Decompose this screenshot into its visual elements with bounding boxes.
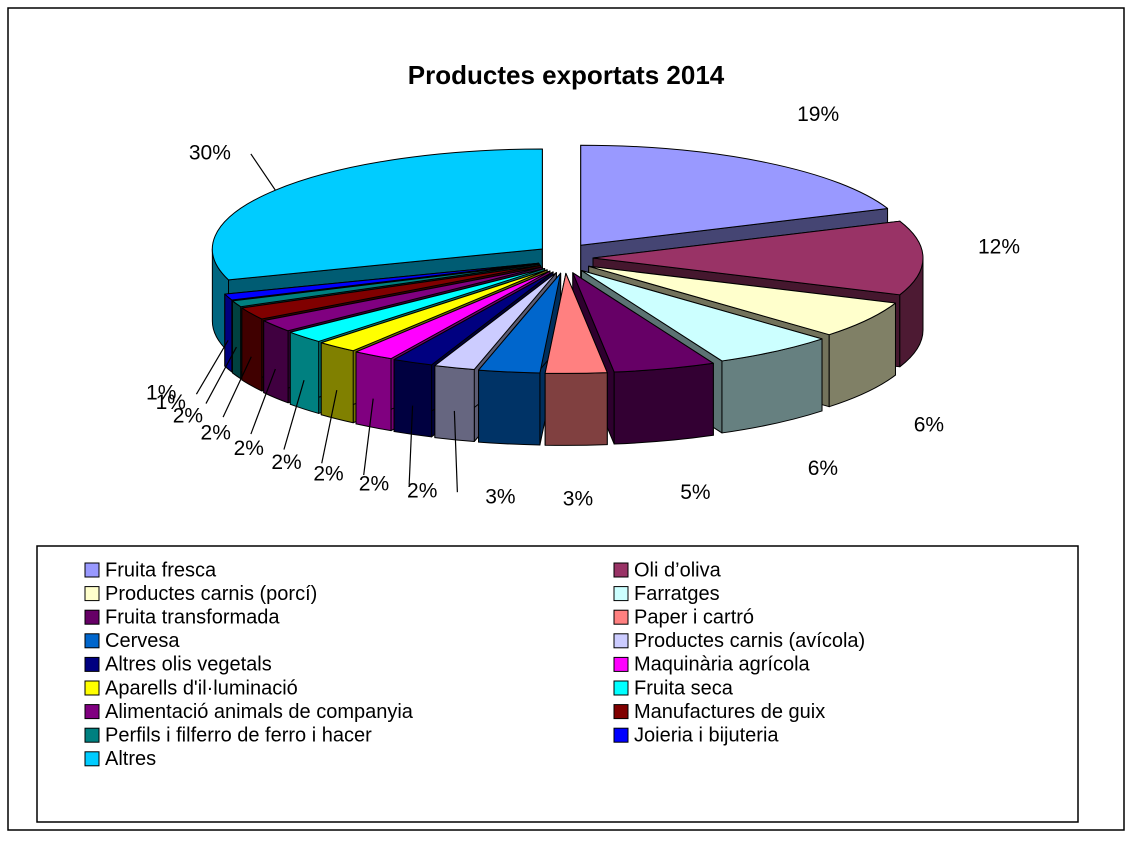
slice-top [320,269,548,352]
legend-label: Alimentació animals de companyia [105,701,414,723]
chart-title: Productes exportats 2014 [408,60,725,90]
data-label: 6% [914,413,944,436]
leader-line [321,389,338,464]
legend-swatch [84,562,100,578]
slice-side [478,369,541,446]
legend-label: Farratges [634,583,720,605]
leader-line [453,410,458,493]
legend-swatch [84,656,100,672]
slice-side [393,359,433,438]
legend-label: Maquinària agrícola [634,654,811,676]
data-label: 2% [201,422,231,445]
slice-top [263,266,543,332]
slice-side [231,300,242,380]
slice-top [393,271,554,366]
legend-swatch [84,586,100,602]
legend-swatch [84,704,100,720]
data-label: 19% [797,103,839,126]
legend-label: Fruita seca [634,677,734,699]
leader-line [250,153,276,191]
slice-top [580,269,823,362]
legend-label: Aparells d'il·luminació [105,677,298,699]
legend-label: Fruita fresca [105,559,217,581]
legend-swatch [84,680,100,696]
slice-top [580,144,889,246]
legend-swatch [613,586,629,602]
data-label: 3% [485,486,515,509]
data-label: 1% [146,382,176,405]
slice-side [224,293,233,373]
data-label: 2% [271,451,301,474]
leader-line [205,346,237,404]
legend-label: Altres olis vegetals [105,654,272,676]
leader-line [283,380,305,450]
legend-swatch [84,751,100,767]
legend-label: Productes carnis (porcí) [105,583,317,605]
slice-side [613,362,714,445]
slice-side [355,351,392,432]
legend-swatch [613,704,629,720]
data-label: 3% [563,487,593,510]
slice [544,272,608,446]
leader-line [363,398,374,476]
legend-label: Fruita transformada [105,606,280,628]
slice-top [572,272,714,373]
legend-label: Productes carnis (avícola) [634,630,865,652]
slice-top [588,265,896,336]
data-label: 6% [808,457,838,480]
data-label: 30% [189,142,231,165]
legend-label: Joieria i bijuteria [634,724,779,746]
legend-box [36,545,1079,823]
data-label: 2% [234,437,264,460]
leader-line [195,339,229,395]
legend-swatch [84,727,100,743]
slice-side [320,342,354,424]
legend-label: Paper i cartró [634,606,754,628]
leader-line [250,368,276,435]
legend-label: Manufactures de guix [634,701,825,723]
legend-label: Cervesa [105,630,180,652]
data-label: 1% [156,391,186,414]
leader-line [408,405,414,485]
legend-label: Perfils i filferro de ferro i hacer [105,724,372,746]
legend-swatch [613,656,629,672]
slice [478,272,562,446]
legend-label: Oli d’oliva [634,559,722,581]
legend-swatch [84,609,100,625]
legend-swatch [613,727,629,743]
data-label: 12% [978,236,1020,259]
slice-top [592,220,924,296]
slice-top [241,264,541,320]
legend-label: Altres [105,748,156,770]
legend-swatch [613,562,629,578]
data-label: 2% [407,480,437,503]
slice-side [241,307,263,392]
data-label: 2% [313,463,343,486]
legend-swatch [84,633,100,649]
slice-top [544,272,608,374]
data-label: 5% [680,481,710,504]
legend-swatch [613,680,629,696]
slice-top [355,270,551,360]
legend-swatch [613,609,629,625]
slice-top [478,272,562,374]
legend-swatch [613,633,629,649]
slice-top [224,262,540,301]
slice-top [434,272,557,371]
slice-side [289,331,320,414]
slice-top [289,268,546,342]
data-label: 2% [359,472,389,495]
slice-side [544,372,608,446]
slice-top [231,263,540,308]
data-label: 2% [173,405,203,428]
leader-line [222,356,252,418]
